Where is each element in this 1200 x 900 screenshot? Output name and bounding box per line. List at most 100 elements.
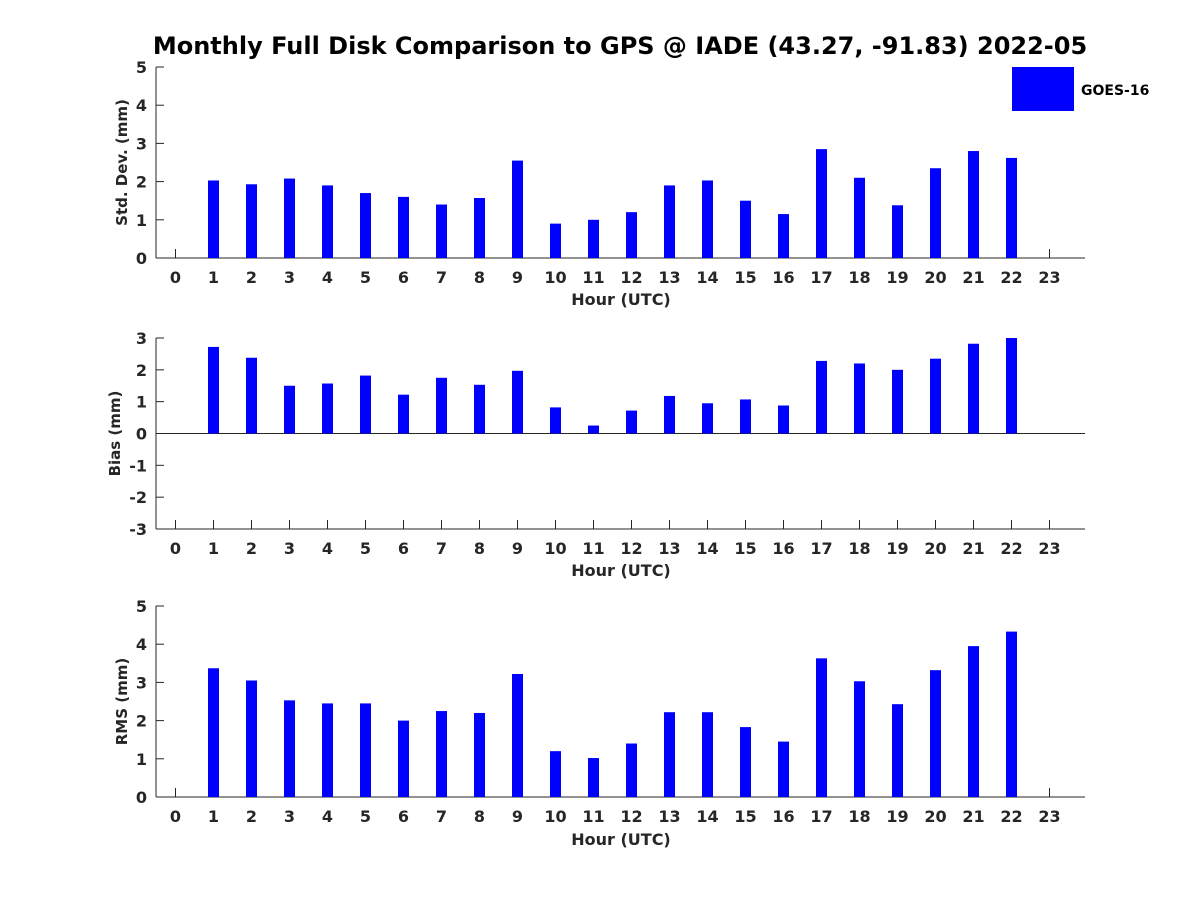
bar <box>436 711 447 797</box>
x-tick-label: 7 <box>436 268 447 287</box>
x-tick-label: 7 <box>436 807 447 826</box>
bar <box>550 407 561 434</box>
bar <box>436 204 447 258</box>
bar <box>664 185 675 258</box>
bar <box>930 168 941 258</box>
x-tick-label: 10 <box>544 539 566 558</box>
bar <box>854 681 865 797</box>
bar <box>740 200 751 258</box>
bar <box>246 357 257 434</box>
bar <box>284 385 295 434</box>
x-tick-label: 17 <box>810 268 832 287</box>
bar <box>474 198 485 258</box>
bar <box>892 704 903 797</box>
bar <box>740 399 751 434</box>
bar <box>550 751 561 797</box>
bar <box>892 369 903 434</box>
x-tick-label: 14 <box>696 539 718 558</box>
bar <box>208 346 219 434</box>
x-tick-label: 14 <box>696 807 718 826</box>
x-tick-label: 9 <box>512 807 523 826</box>
x-tick-label: 21 <box>962 268 984 287</box>
x-tick-label: 3 <box>284 807 295 826</box>
x-tick-label: 22 <box>1000 539 1022 558</box>
legend: GOES-16 <box>1012 67 1149 111</box>
y-tick-label: 2 <box>136 361 147 380</box>
x-tick-label: 23 <box>1038 539 1060 558</box>
x-tick-label: 18 <box>848 268 870 287</box>
y-tick-label: 2 <box>136 173 147 192</box>
x-axis-label: Hour (UTC) <box>571 290 671 309</box>
bar <box>816 658 827 797</box>
bar <box>892 205 903 258</box>
bar <box>588 425 599 434</box>
bar <box>208 180 219 258</box>
x-tick-label: 11 <box>582 268 604 287</box>
bar <box>322 185 333 258</box>
y-tick-label: -1 <box>129 456 147 475</box>
bar <box>474 712 485 797</box>
x-tick-label: 15 <box>734 539 756 558</box>
y-tick-label: -3 <box>129 520 147 539</box>
bar <box>626 410 637 434</box>
y-tick-label: 1 <box>136 393 147 412</box>
y-tick-label: 0 <box>136 249 147 268</box>
x-tick-label: 16 <box>772 268 794 287</box>
x-tick-label: 0 <box>170 807 181 826</box>
x-tick-label: 6 <box>398 268 409 287</box>
x-tick-label: 10 <box>544 807 566 826</box>
y-tick-label: 3 <box>136 134 147 153</box>
x-tick-label: 5 <box>360 807 371 826</box>
y-tick-label: 4 <box>136 635 147 654</box>
y-axis-label: RMS (mm) <box>113 658 131 745</box>
bar <box>816 360 827 434</box>
x-tick-label: 13 <box>658 539 680 558</box>
x-tick-label: 14 <box>696 268 718 287</box>
bar <box>854 363 865 434</box>
bar <box>702 180 713 258</box>
bar <box>360 375 371 434</box>
x-tick-label: 20 <box>924 807 946 826</box>
x-tick-label: 18 <box>848 539 870 558</box>
bar <box>702 712 713 797</box>
bar <box>816 149 827 258</box>
bar <box>664 395 675 434</box>
y-tick-label: 4 <box>136 96 147 115</box>
bar <box>512 160 523 258</box>
x-tick-label: 12 <box>620 539 642 558</box>
x-tick-label: 4 <box>322 807 333 826</box>
x-tick-label: 6 <box>398 539 409 558</box>
x-tick-label: 17 <box>810 539 832 558</box>
x-tick-label: 1 <box>208 539 219 558</box>
x-tick-label: 5 <box>360 268 371 287</box>
x-tick-label: 21 <box>962 807 984 826</box>
x-tick-label: 0 <box>170 539 181 558</box>
x-tick-label: 22 <box>1000 268 1022 287</box>
x-tick-label: 19 <box>886 268 908 287</box>
x-tick-label: 9 <box>512 268 523 287</box>
x-tick-label: 23 <box>1038 807 1060 826</box>
x-tick-label: 17 <box>810 807 832 826</box>
bar <box>284 700 295 797</box>
bar <box>436 377 447 434</box>
bar <box>968 343 979 434</box>
bar <box>550 223 561 258</box>
bar <box>284 178 295 258</box>
bar <box>664 712 675 797</box>
x-tick-label: 12 <box>620 268 642 287</box>
y-axis-label: Std. Dev. (mm) <box>113 99 131 226</box>
x-tick-label: 19 <box>886 539 908 558</box>
bar <box>626 743 637 797</box>
bar <box>246 680 257 797</box>
x-tick-label: 11 <box>582 807 604 826</box>
x-tick-label: 13 <box>658 268 680 287</box>
legend-swatch <box>1012 67 1074 111</box>
x-tick-label: 1 <box>208 807 219 826</box>
bar <box>854 177 865 258</box>
bar <box>740 727 751 797</box>
x-tick-label: 3 <box>284 268 295 287</box>
bar <box>474 384 485 434</box>
